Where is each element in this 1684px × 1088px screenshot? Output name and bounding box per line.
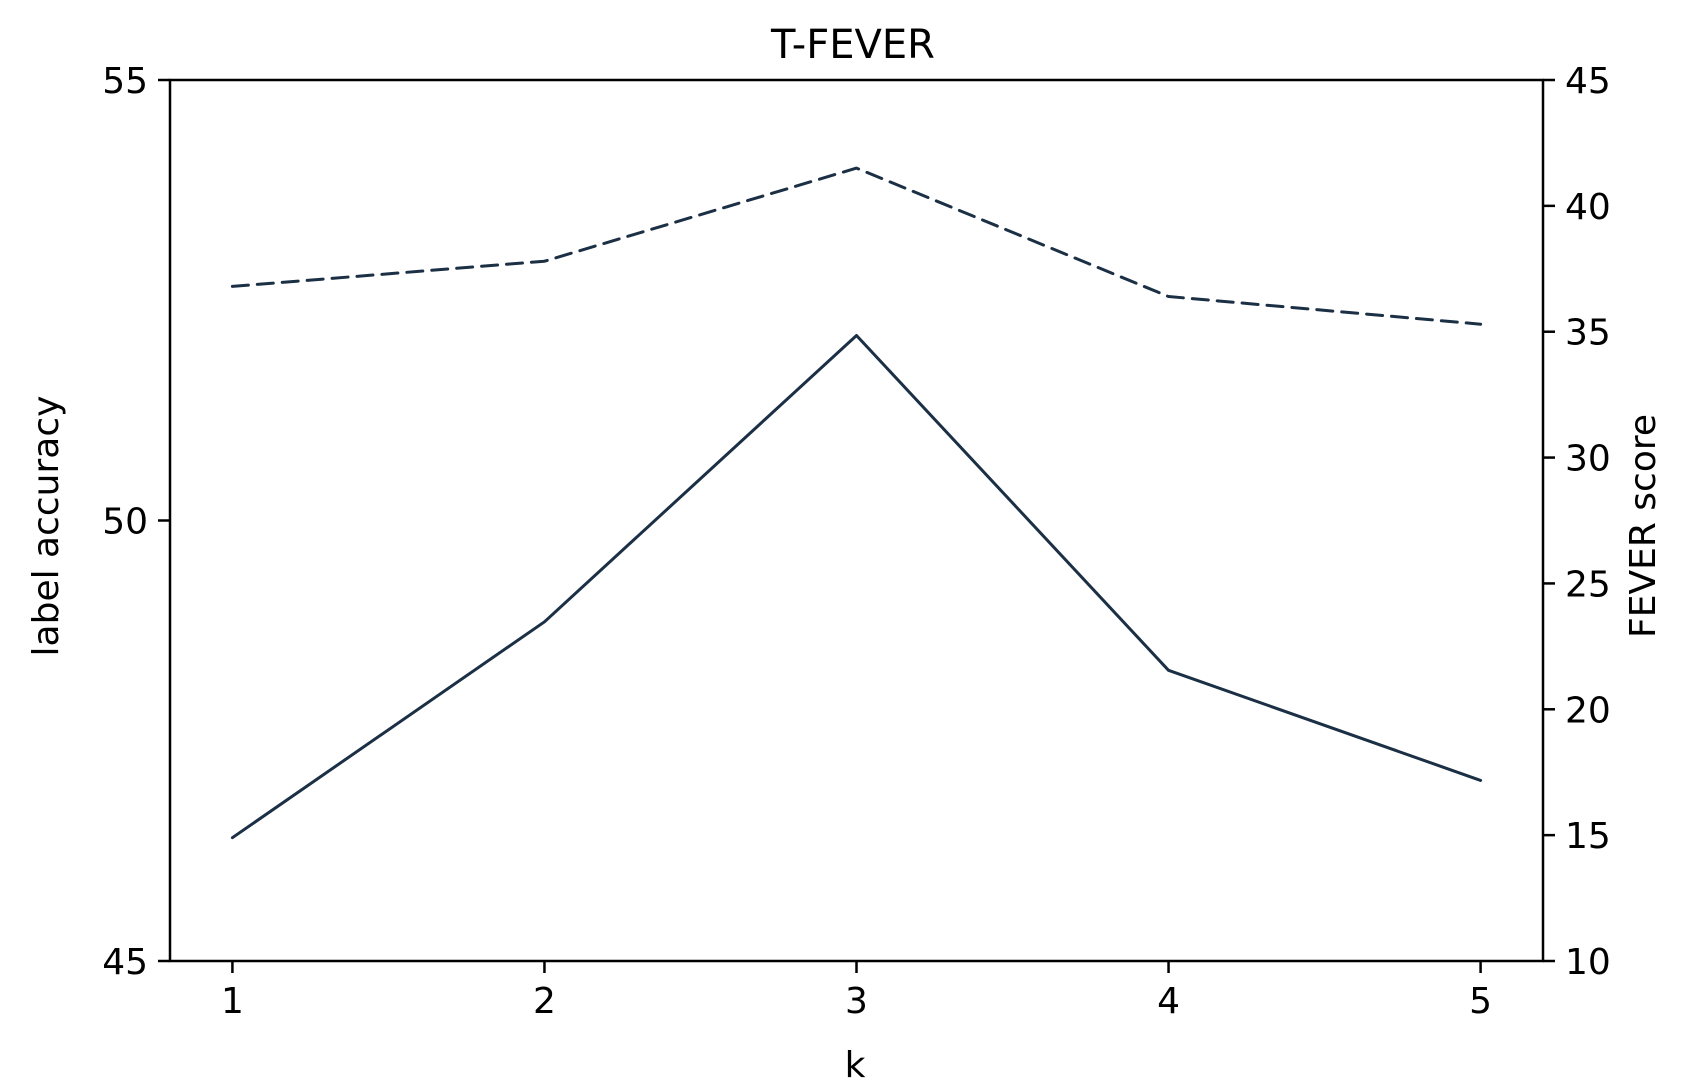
x-tick-label: 4 (1157, 981, 1180, 1022)
plot-frame (168, 78, 1545, 963)
right-tick-label: 35 (1565, 313, 1611, 354)
x-tick-label: 3 (845, 981, 868, 1022)
right-tick-label: 45 (1565, 61, 1611, 102)
series-layer (230, 166, 1483, 840)
plot-border (168, 78, 1545, 963)
left-axis-label: label accuracy (26, 396, 67, 657)
chart-title: T-FEVER (770, 22, 935, 68)
right-tick-label: 30 (1565, 439, 1611, 480)
x-tick-label: 1 (221, 981, 244, 1022)
x-tick-label: 5 (1469, 981, 1492, 1022)
right-tick-label: 15 (1565, 816, 1611, 857)
label-accuracy-line (230, 334, 1483, 840)
fever-score-line (230, 166, 1483, 326)
right-tick-label: 40 (1565, 187, 1611, 228)
x-axis-ticks: 1 2 3 4 5 (221, 961, 1492, 1022)
right-axis-label: FEVER score (1623, 414, 1664, 638)
x-axis-label: k (845, 1045, 866, 1086)
right-tick-label: 10 (1565, 942, 1611, 983)
right-tick-label: 25 (1565, 564, 1611, 605)
left-tick-label: 50 (102, 502, 148, 543)
x-tick-label: 2 (533, 981, 556, 1022)
right-tick-label: 20 (1565, 690, 1611, 731)
right-axis-ticks: 10 15 20 25 30 35 40 45 (1543, 61, 1611, 983)
left-axis-ticks: 45 50 55 (102, 61, 170, 983)
left-tick-label: 45 (102, 942, 148, 983)
left-tick-label: 55 (102, 61, 148, 102)
